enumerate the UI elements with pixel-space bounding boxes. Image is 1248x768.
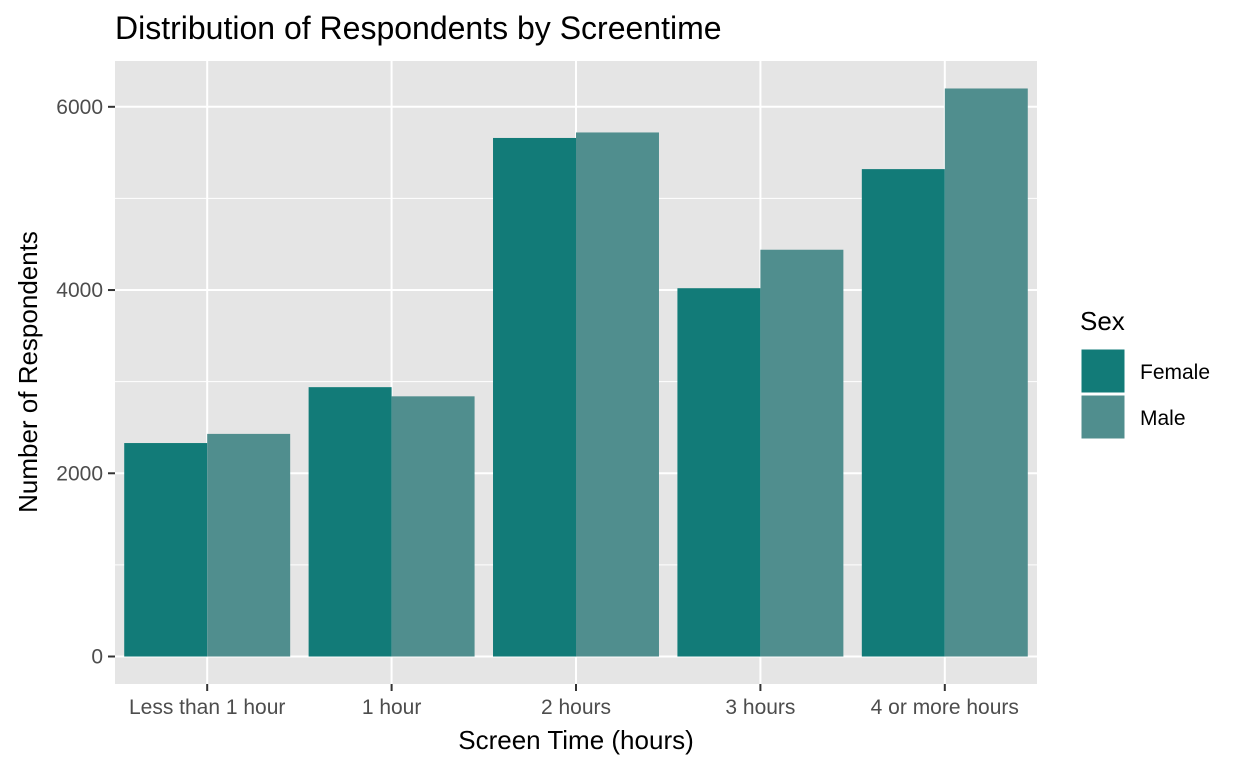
x-axis: Less than 1 hour 1 hour 2 hours 3 hours 4 or… <box>129 684 1019 719</box>
legend-key-female <box>1080 348 1126 394</box>
legend-label-male: Male <box>1140 407 1186 430</box>
x-tick-label: 2 hours <box>541 696 611 719</box>
x-tick-label: 3 hours <box>725 696 795 719</box>
y-axis: 0 2000 4000 6000 <box>56 96 115 669</box>
x-tick-label: 4 or more hours <box>871 696 1019 719</box>
bar-female <box>861 169 945 657</box>
bar-male <box>391 396 475 657</box>
y-tick-label: 0 <box>91 646 103 669</box>
legend-key-male <box>1080 394 1126 440</box>
y-tick-label: 2000 <box>56 462 103 485</box>
legend-title: Sex <box>1080 306 1125 336</box>
legend: Sex Female Male <box>1080 306 1210 440</box>
bar-male <box>944 88 1028 657</box>
y-tick-label: 4000 <box>56 279 103 302</box>
chart-title: Distribution of Respondents by Screentim… <box>115 10 722 46</box>
bar-male <box>207 433 291 657</box>
x-axis-title: Screen Time (hours) <box>458 725 694 755</box>
bar-male <box>576 132 659 657</box>
y-axis-title: Number of Respondents <box>13 231 43 513</box>
legend-items: Female Male <box>1080 348 1210 440</box>
bar-male <box>760 249 844 657</box>
legend-label-female: Female <box>1140 361 1210 384</box>
bar-female <box>493 137 576 657</box>
y-tick-label: 6000 <box>56 96 103 119</box>
bars <box>124 88 1028 657</box>
bar-female <box>124 443 208 657</box>
x-tick-label: Less than 1 hour <box>129 696 285 719</box>
bar-female <box>677 288 761 657</box>
x-tick-label: 1 hour <box>362 696 422 719</box>
bar-female <box>308 387 392 657</box>
